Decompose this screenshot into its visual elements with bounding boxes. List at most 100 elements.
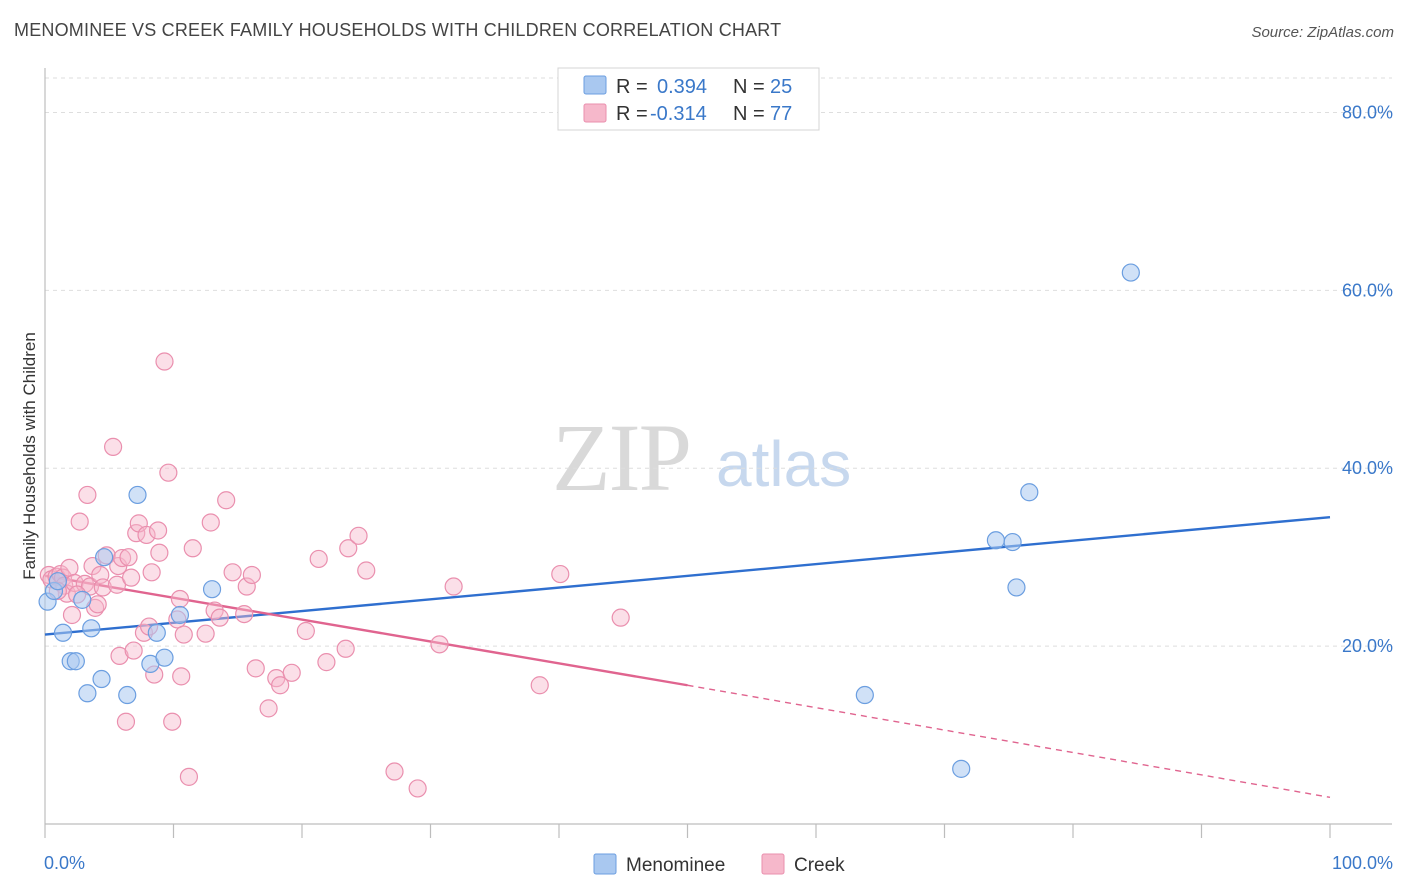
creek-point	[60, 558, 79, 577]
menominee-point	[855, 685, 874, 705]
axes	[44, 68, 1392, 825]
x-tick-label-min: 0.0%	[44, 853, 85, 873]
creek-point	[339, 539, 358, 558]
y-tick-label: 40.0%	[1342, 458, 1393, 478]
creek-point	[430, 635, 449, 654]
creek-point	[70, 512, 89, 531]
creek-point	[142, 563, 161, 582]
menominee-points	[38, 263, 1140, 778]
creek-point	[259, 699, 278, 718]
menominee-point	[202, 580, 222, 599]
creek-point	[246, 659, 265, 678]
creek-point	[112, 548, 132, 568]
trendline-creek-extension	[687, 684, 1331, 799]
gridlines	[45, 77, 1392, 647]
menominee-point	[1003, 532, 1022, 552]
creek-point	[137, 525, 156, 545]
chart-title: MENOMINEE VS CREEK FAMILY HOUSEHOLDS WIT…	[14, 20, 782, 40]
creek-point	[282, 663, 301, 682]
menominee-point	[1007, 578, 1026, 597]
creek-point	[408, 779, 427, 798]
creek-point	[121, 568, 141, 587]
legend-n-label-creek: N =	[733, 103, 765, 125]
creek-point	[163, 712, 182, 731]
creek-point	[385, 762, 404, 781]
creek-point	[150, 543, 169, 562]
bottom-legend-label-creek: Creek	[794, 855, 845, 876]
creek-point	[317, 653, 336, 672]
trendline-creek	[44, 574, 688, 687]
trend-lines	[44, 515, 1331, 799]
menominee-point	[170, 605, 190, 625]
menominee-point	[986, 531, 1006, 550]
creek-point	[183, 539, 202, 558]
bottom-legend-label-menominee: Menominee	[626, 855, 725, 876]
x-tick-label-max: 100.0%	[1332, 853, 1393, 873]
creek-point	[124, 641, 143, 660]
creek-point	[104, 437, 123, 456]
creek-point	[159, 463, 178, 482]
menominee-point	[1121, 263, 1140, 282]
menominee-point	[118, 685, 137, 705]
creek-point	[271, 676, 290, 695]
x-ticks	[44, 824, 1331, 838]
creek-point	[235, 604, 254, 624]
creek-point	[93, 578, 112, 597]
menominee-point	[952, 759, 971, 778]
creek-point	[174, 625, 193, 644]
creek-point	[116, 712, 136, 731]
creek-point	[155, 352, 174, 371]
creek-point	[210, 608, 229, 627]
creek-point	[349, 526, 368, 545]
creek-point	[78, 485, 97, 505]
menominee-point	[66, 652, 85, 671]
creek-point	[179, 767, 199, 786]
legend-n-value-creek: 77	[770, 103, 792, 125]
series-legend: Menominee Creek	[593, 853, 845, 876]
creek-point	[223, 563, 242, 582]
creek-point	[611, 608, 630, 627]
legend-n-value-menominee: 25	[770, 76, 792, 98]
creek-point	[237, 577, 256, 596]
watermark: ZIP atlas	[552, 404, 851, 511]
legend-swatch-creek	[583, 103, 607, 123]
menominee-point	[92, 669, 111, 689]
watermark-atlas: atlas	[716, 428, 851, 500]
bottom-legend-swatch-menominee	[593, 853, 617, 875]
creek-point	[217, 491, 236, 510]
creek-point	[444, 577, 463, 596]
creek-point	[336, 639, 355, 658]
creek-point	[551, 564, 570, 584]
menominee-point	[82, 619, 101, 638]
y-tick-label: 80.0%	[1342, 102, 1393, 122]
menominee-point	[128, 485, 147, 505]
creek-point	[62, 605, 82, 625]
creek-point	[196, 624, 215, 643]
creek-point	[110, 646, 129, 666]
legend-r-label-creek: R =	[616, 103, 648, 125]
y-tick-label: 60.0%	[1342, 280, 1393, 300]
trendline-menominee	[44, 515, 1331, 636]
legend-r-value-menominee: 0.394	[657, 76, 707, 98]
menominee-point	[53, 623, 73, 642]
creek-point	[80, 577, 100, 596]
creek-point	[242, 565, 261, 585]
creek-point	[201, 513, 220, 532]
creek-point	[296, 621, 315, 641]
legend-swatch-menominee	[583, 75, 607, 95]
y-tick-labels: 20.0% 40.0% 60.0% 80.0%	[1342, 102, 1393, 656]
legend-r-value-creek: -0.314	[650, 103, 707, 125]
creek-point	[170, 589, 190, 609]
menominee-point	[48, 572, 67, 591]
creek-point	[88, 595, 107, 614]
creek-point	[530, 676, 549, 695]
bottom-legend-swatch-creek	[761, 853, 785, 875]
creek-point	[357, 561, 376, 580]
creek-point	[172, 667, 191, 686]
creek-point	[148, 521, 168, 540]
menominee-point	[73, 590, 92, 609]
menominee-point	[95, 548, 114, 567]
source-label: Source: ZipAtlas.com	[1251, 24, 1394, 41]
watermark-zip: ZIP	[552, 404, 690, 511]
